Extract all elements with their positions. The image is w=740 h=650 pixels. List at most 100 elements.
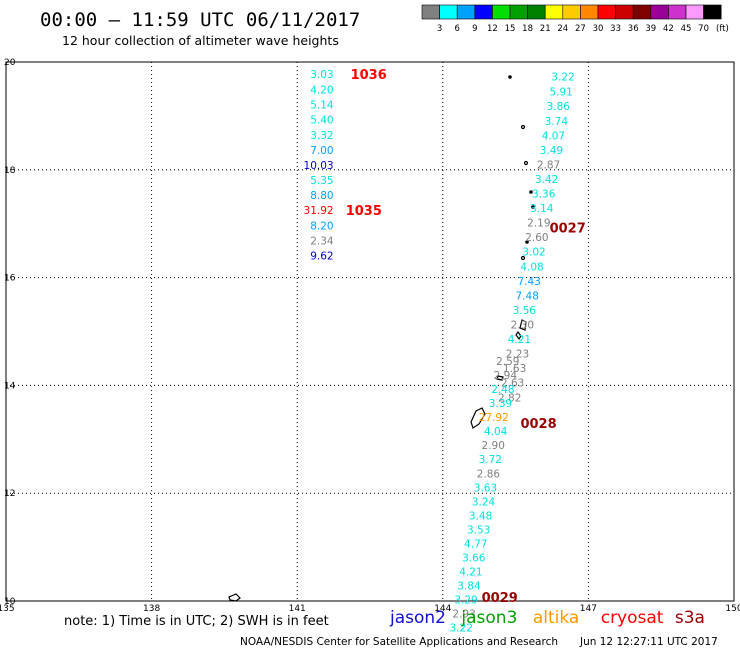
islet-7: [520, 255, 526, 261]
colorbar-label-4: 15: [505, 24, 516, 34]
wave-value-0028-9: 3.63: [474, 482, 497, 494]
yap-island-shape: [228, 593, 241, 602]
pass-label-0028: 0028: [520, 417, 556, 432]
wave-value-0028-7: 3.72: [479, 454, 502, 466]
colorbar-swatch-12: [632, 4, 652, 20]
y-tick-label-12: 12: [4, 489, 15, 499]
wave-value-1036-8: 8.80: [310, 190, 333, 202]
wave-value-0027-21: 2.63: [501, 378, 524, 390]
colorbar-swatch-1: [439, 4, 458, 20]
islet-3: [523, 160, 529, 166]
pass-label-1036: 1036: [351, 68, 387, 83]
satellite-altika: altika: [533, 608, 580, 628]
colorbar-label-6: 21: [540, 24, 551, 34]
wave-value-1036-10: 8.20: [310, 220, 333, 232]
grid-lines: [6, 62, 734, 601]
wave-value-0028-17: 3.29: [454, 594, 477, 606]
wave-value-1036-5: 7.00: [310, 145, 333, 157]
y-tick-label-14: 14: [4, 381, 16, 391]
wave-value-0027-12: 3.02: [522, 247, 545, 259]
wave-value-1036-1: 4.20: [310, 84, 333, 96]
wave-value-0027-13: 4.08: [520, 261, 543, 273]
wave-value-0028-14: 3.66: [462, 552, 486, 564]
wave-value-1036-7: 5.35: [310, 175, 333, 187]
colorbar-label-14: 45: [681, 24, 692, 34]
wave-value-1036-9: 31.92: [304, 205, 334, 217]
colorbar-label-2: 9: [472, 24, 477, 34]
island-outlines: [228, 75, 535, 602]
guam-island-shape: [470, 407, 486, 429]
x-tick-label-147: 147: [580, 604, 597, 614]
wave-value-0028-16: 3.84: [457, 580, 481, 592]
wave-value-0028-18: 2.93: [452, 608, 475, 620]
colorbar-swatch-6: [527, 4, 546, 20]
satellite-jason3: jason3: [460, 608, 517, 628]
wave-value-0028-11: 3.48: [469, 510, 492, 522]
colorbar-swatch-4: [492, 4, 511, 20]
colorbar-unit: (ft): [716, 24, 729, 34]
pass-label-0029: 0029: [482, 591, 518, 606]
colorbar-swatch-13: [650, 4, 669, 20]
colorbar-swatch-10: [597, 4, 616, 20]
wave-value-0028-12: 3.53: [467, 524, 490, 536]
wave-value-0028-0: 2.59: [496, 356, 519, 368]
wave-value-0027-22: 2.82: [498, 392, 521, 404]
x-tick-label-135: 135: [0, 604, 15, 614]
wave-value-0027-6: 2.87: [537, 159, 560, 171]
wave-value-0027-10: 2.19: [527, 218, 550, 230]
rota-island-shape: [496, 375, 504, 381]
colorbar-label-0: 3: [437, 24, 442, 34]
wave-value-0027-17: 2.30: [511, 319, 534, 331]
wave-value-0028-19: 3.22: [450, 622, 473, 634]
footer-credit: NOAA/NESDIS Center for Satellite Applica…: [240, 636, 558, 648]
wave-value-0027-15: 7.48: [516, 290, 539, 302]
colorbar-label-7: 24: [557, 24, 568, 34]
wave-value-1036-12: 9.62: [310, 251, 333, 263]
wave-value-0028-3: 3.39: [489, 398, 512, 410]
wave-value-0027-5: 3.49: [540, 145, 563, 157]
y-axis-ticks: 10 12 14 16 18 20: [4, 58, 16, 607]
wave-value-1036-0: 3.03: [310, 69, 333, 81]
wave-value-0027-2: 3.86: [547, 101, 571, 113]
colorbar-swatch-15: [685, 4, 704, 20]
x-tick-label-150: 150: [725, 604, 740, 614]
chart-subtitle: 12 hour collection of altimeter wave hei…: [62, 33, 339, 48]
colorbar-swatch-8: [562, 4, 581, 20]
saipan-island-shape: [519, 319, 527, 331]
islet-1: [508, 75, 512, 79]
satellite-legend: jason2 jason3 altika cryosat s3a: [389, 608, 705, 628]
pass-label-0027: 0027: [550, 221, 586, 236]
colorbar-swatch-9: [580, 4, 599, 20]
wave-value-1036-2: 5.14: [310, 100, 334, 112]
colorbar-swatch-7: [544, 4, 564, 20]
color-scale-legend: 3 6 9 12 15 18 21 24 27 30 33 36 39 42 45 70: [421, 4, 722, 34]
y-tick-label-10: 10: [4, 597, 16, 607]
wave-value-1036-3: 5.40: [310, 115, 333, 127]
x-tick-label-144: 144: [434, 604, 451, 614]
colorbar-swatch-16: [703, 4, 722, 20]
colorbar-label-5: 18: [522, 24, 533, 34]
wave-value-0027-11: 2.60: [525, 232, 548, 244]
wave-value-0027-20: 1.63: [503, 363, 526, 375]
wave-value-0028-6: 2.90: [482, 440, 505, 452]
wave-value-0027-14: 7.43: [517, 276, 540, 288]
colorbar-label-10: 33: [610, 24, 621, 34]
wave-value-0027-18: 4.21: [508, 334, 531, 346]
islet-5: [531, 205, 535, 209]
colorbar-label-1: 6: [454, 24, 459, 34]
colorbar-swatch-3: [474, 4, 493, 20]
wave-value-0027-0: 3.22: [551, 72, 574, 84]
colorbar-swatch-11: [615, 4, 634, 20]
colorbar-swatch-5: [509, 4, 528, 20]
x-axis-ticks: 135 138 141 144 147 150: [0, 604, 740, 614]
colorbar-label-15: 70: [698, 24, 709, 34]
wave-value-0028-1: 2.94: [494, 370, 518, 382]
wave-height-values: 3.03 4.20 5.14 5.40 3.32 7.00 10.03 5.35 8.80 31.…: [304, 69, 575, 635]
satellite-jason2: jason2: [389, 608, 446, 628]
wave-value-0027-7: 3.42: [535, 174, 558, 186]
wave-value-0027-16: 3.56: [513, 305, 537, 317]
colorbar-label-3: 12: [487, 24, 498, 34]
colorbar-label-9: 30: [593, 24, 604, 34]
colorbar-swatch-14: [668, 4, 687, 20]
wave-value-0028-8: 2.86: [477, 468, 501, 480]
